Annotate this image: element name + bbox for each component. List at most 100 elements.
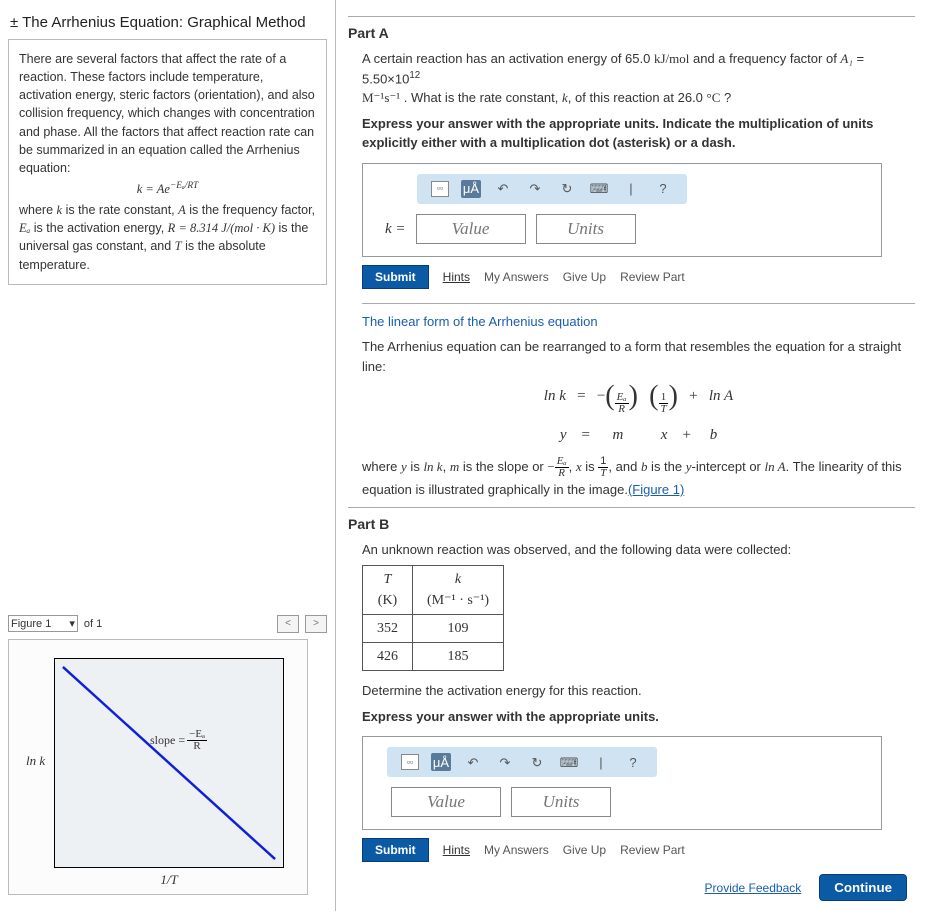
pa-deg: °C <box>707 90 721 105</box>
eq2-eq: = <box>581 427 589 443</box>
submit-button[interactable]: Submit <box>362 265 429 289</box>
part-b-units-input[interactable] <box>511 787 611 817</box>
undo-icon[interactable]: ↶ <box>493 180 513 198</box>
figure-selector[interactable]: Figure 1 ▾ <box>8 615 78 632</box>
help-icon[interactable]: ? <box>623 753 643 771</box>
intro-text: There are several factors that affect th… <box>19 52 315 175</box>
pa-t5: . What is the rate constant, <box>400 90 562 105</box>
units-mu-button[interactable]: μÅ <box>461 180 481 198</box>
eq-base: k = Ae <box>137 182 170 196</box>
le8: is the <box>647 459 685 474</box>
figure-1-link[interactable]: (Figure 1) <box>628 482 684 497</box>
part-b-answer-panel: ▫▫ μÅ ↶ ↷ ↻ ⌨ | ? <box>362 736 882 830</box>
keyboard-icon[interactable]: ⌨ <box>559 753 579 771</box>
page-title: ± The Arrhenius Equation: Graphical Meth… <box>8 10 327 39</box>
plot-line <box>55 659 283 867</box>
part-a-actions: Submit Hints My Answers Give Up Review P… <box>362 265 915 289</box>
part-b-value-input[interactable] <box>391 787 501 817</box>
template-icon[interactable]: ▫▫ <box>401 754 419 770</box>
intro-p2d: is the activation energy, <box>30 221 167 235</box>
part-b-actions: Submit Hints My Answers Give Up Review P… <box>362 838 915 862</box>
provide-feedback-link[interactable]: Provide Feedback <box>705 879 802 897</box>
le-sd: R <box>556 468 567 479</box>
var-T: T <box>175 239 182 253</box>
my-answers-link[interactable]: My Answers <box>484 268 549 286</box>
template-icon[interactable]: ▫▫ <box>431 181 449 197</box>
my-answers-link[interactable]: My Answers <box>484 841 549 859</box>
part-a-value-input[interactable] <box>416 214 526 244</box>
linear-explanation: where y is ln k, m is the slope or −EₐR,… <box>362 456 915 501</box>
hints-link[interactable]: Hints <box>443 841 470 859</box>
le6: is <box>582 459 599 474</box>
part-a-header: Part A <box>348 16 915 41</box>
figure-next-button[interactable]: > <box>305 615 327 633</box>
intro-p2b: is the rate constant, <box>62 203 178 217</box>
part-a-instructions: Express your answer with the appropriate… <box>362 114 915 153</box>
part-b-header: Part B <box>348 507 915 532</box>
review-part-link[interactable]: Review Part <box>620 268 685 286</box>
eq1-b: ln A <box>709 388 733 404</box>
cell-k1: 109 <box>413 615 504 643</box>
part-a-question: A certain reaction has an activation ene… <box>362 49 915 108</box>
cell-T1: 352 <box>363 615 413 643</box>
slope-text: slope = <box>150 733 185 748</box>
figure-widget: Figure 1 ▾ of 1 < > ln k slope = <box>8 615 327 895</box>
le7: , and <box>608 459 641 474</box>
plot-ylabel: ln k <box>26 753 45 769</box>
footer-row: Provide Feedback Continue <box>362 874 915 901</box>
le4: is the slope or <box>459 459 547 474</box>
units-mu-button[interactable]: μÅ <box>431 753 451 771</box>
intro-p2c: is the frequency factor, <box>186 203 315 217</box>
part-a-units-input[interactable] <box>536 214 636 244</box>
figure-of-label: of 1 <box>84 618 102 630</box>
pa-exp: 12 <box>409 70 420 81</box>
arrhenius-eq: k = Ae−Eₐ/RT <box>19 180 316 198</box>
undo-icon[interactable]: ↶ <box>463 753 483 771</box>
plot-area: slope = −Eₐ R <box>54 658 284 868</box>
linear-form-body: The Arrhenius equation can be rearranged… <box>362 337 915 501</box>
give-up-link[interactable]: Give Up <box>563 268 606 286</box>
pa-t6: , of this reaction at 26.0 <box>568 90 707 105</box>
help-icon[interactable]: ? <box>653 180 673 198</box>
chevron-down-icon: ▾ <box>69 617 75 630</box>
le1: where <box>362 459 401 474</box>
col-k: k(M⁻¹ · s⁻¹) <box>413 566 504 615</box>
part-b-line1: An unknown reaction was observed, and th… <box>362 540 915 560</box>
eq2-x: x <box>661 427 668 443</box>
intro-p2a: where <box>19 203 57 217</box>
continue-button[interactable]: Continue <box>819 874 907 901</box>
redo-icon[interactable]: ↷ <box>495 753 515 771</box>
eq1-d1: R <box>616 404 627 415</box>
answer-toolbar-b: ▫▫ μÅ ↶ ↷ ↻ ⌨ | ? <box>387 747 657 777</box>
pa-u1: kJ/mol <box>654 51 689 66</box>
figure-prev-button[interactable]: < <box>277 615 299 633</box>
submit-button[interactable]: Submit <box>362 838 429 862</box>
eq2-b: b <box>710 427 718 443</box>
pa-A1: A₁ <box>840 51 852 66</box>
eq2-y: y <box>560 427 567 443</box>
pa-t2: and a frequency factor of <box>689 51 840 66</box>
answer-toolbar: ▫▫ μÅ ↶ ↷ ↻ ⌨ | ? <box>417 174 687 204</box>
keyboard-icon[interactable]: ⌨ <box>589 180 609 198</box>
slope-num: −Eₐ <box>187 729 207 741</box>
pa-u2: M⁻¹s⁻¹ <box>362 90 400 105</box>
le9: -intercept or <box>692 459 765 474</box>
review-part-link[interactable]: Review Part <box>620 841 685 859</box>
pa-t1: A certain reaction has an activation ene… <box>362 51 654 66</box>
redo-icon[interactable]: ↷ <box>525 180 545 198</box>
reset-icon[interactable]: ↻ <box>527 753 547 771</box>
part-a-answer-panel: ▫▫ μÅ ↶ ↷ ↻ ⌨ | ? k = <box>362 163 882 257</box>
give-up-link[interactable]: Give Up <box>563 841 606 859</box>
lf-line1: The Arrhenius equation can be rearranged… <box>362 339 901 374</box>
le-neg: − <box>547 459 554 474</box>
eq1-eq: = <box>577 388 585 404</box>
var-R: R = 8.314 J/(mol · K) <box>168 221 275 235</box>
eq1-d2: T <box>658 404 668 415</box>
linear-eq1: ln k = −(EₐR) (1T) + ln A <box>362 382 915 415</box>
eq-exp: −Eₐ/RT <box>170 181 198 191</box>
eq2-m: m <box>612 427 623 443</box>
table-row: 352 109 <box>363 615 504 643</box>
hints-link[interactable]: Hints <box>443 268 470 286</box>
reset-icon[interactable]: ↻ <box>557 180 577 198</box>
eq2-plus: + <box>682 427 690 443</box>
